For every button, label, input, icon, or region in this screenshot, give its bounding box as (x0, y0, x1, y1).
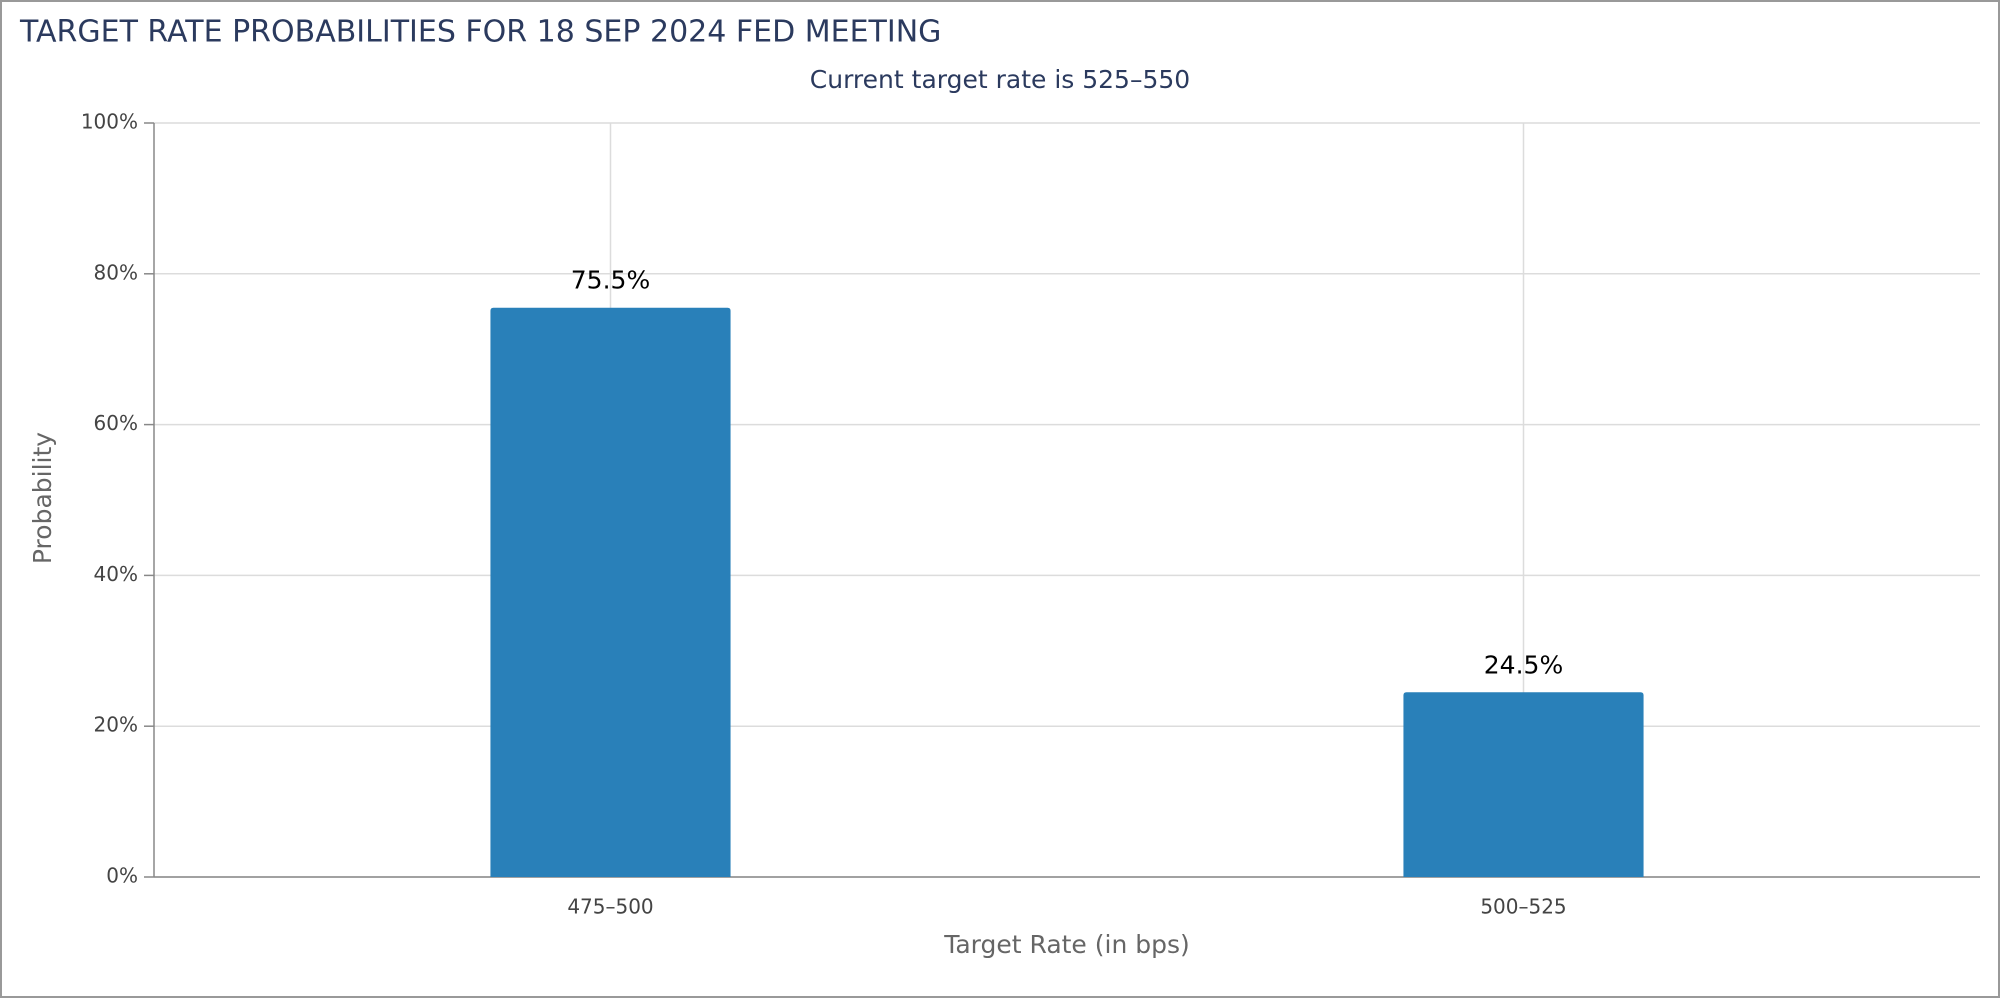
x-tick-label: 475–500 (567, 895, 653, 919)
y-tick-label: 60% (94, 411, 138, 435)
chart-subtitle: Current target rate is 525–550 (810, 65, 1190, 94)
x-tick-label: 500–525 (1480, 895, 1566, 919)
y-tick-label: 20% (94, 713, 138, 737)
bar (1403, 692, 1644, 877)
x-axis-title: Target Rate (in bps) (943, 930, 1190, 959)
y-tick-label: 100% (81, 110, 138, 134)
bar (490, 307, 731, 878)
chart-title: TARGET RATE PROBABILITIES FOR 18 SEP 202… (19, 15, 941, 50)
value-label: 75.5% (571, 266, 650, 295)
y-axis-title: Probability (28, 432, 57, 564)
y-tick-label: 80% (94, 260, 138, 284)
y-tick-label: 40% (94, 562, 138, 586)
y-tick-label: 0% (106, 864, 138, 888)
value-label: 24.5% (1484, 650, 1563, 679)
